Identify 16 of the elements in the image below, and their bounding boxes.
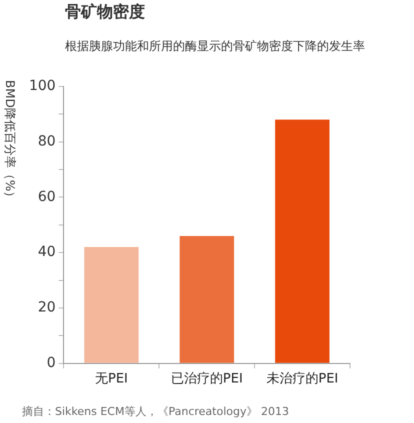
bar — [180, 236, 234, 363]
text: 摘自：Sikkens ECM等人，《Pancreatology》 2013 — [22, 404, 289, 419]
bar — [275, 120, 330, 363]
x-tick-label: 无PEI — [94, 372, 128, 387]
chart-subtitle: 根据胰腺功能和所用的酶显示的骨矿物密度下降的发生率 — [65, 38, 365, 55]
y-tick-label: 100 — [28, 78, 56, 94]
y-tick-label: 80 — [38, 133, 56, 150]
bar — [84, 247, 139, 363]
y-tick-label: 20 — [38, 300, 56, 316]
y-tick-label: 0 — [46, 355, 56, 372]
x-tick-label: 未治疗的PEI — [266, 372, 338, 387]
x-tick-label: 已治疗的PEI — [170, 372, 243, 387]
y-axis-title: BMD降低百分率（%） — [2, 80, 18, 204]
chart-title: 骨矿物密度 — [65, 2, 145, 23]
y-tick-label: 40 — [38, 244, 56, 260]
y-tick-label: 60 — [38, 188, 56, 205]
